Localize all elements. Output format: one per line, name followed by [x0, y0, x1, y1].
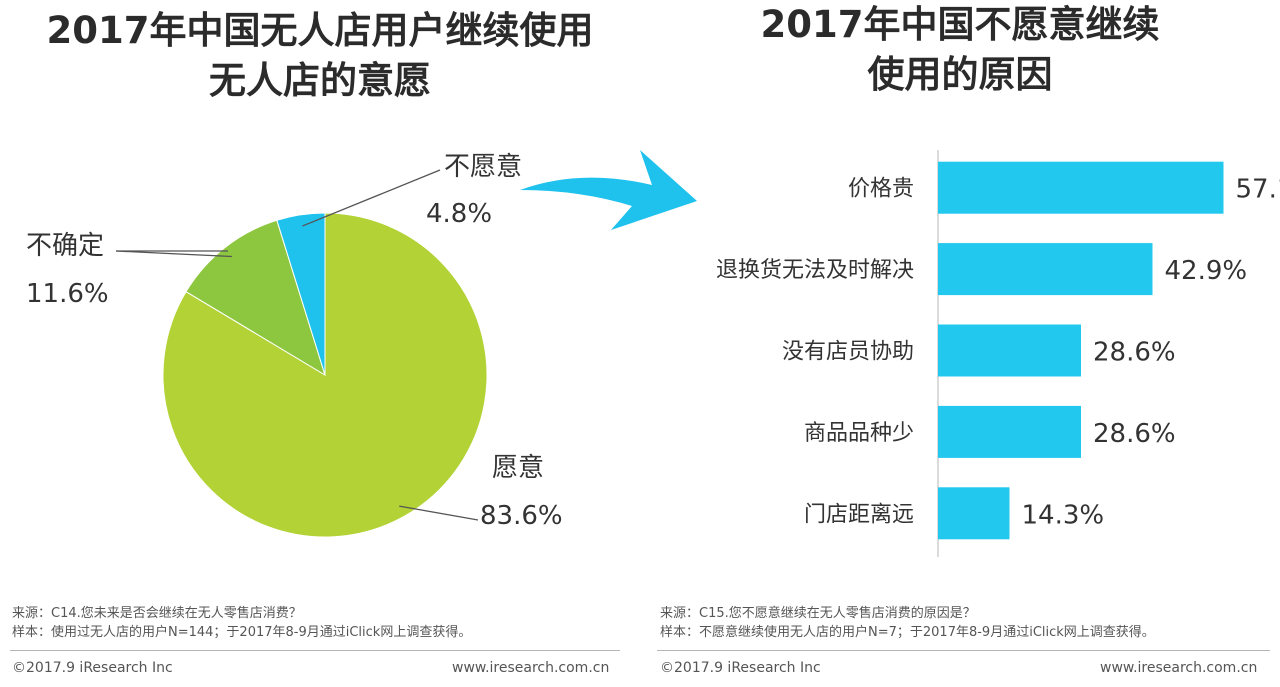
- bar-value-label: 14.3%: [1022, 500, 1105, 530]
- copyright-right: ©2017.9 iResearch Inc: [660, 660, 821, 676]
- bar-chart-title: 2017年中国不愿意继续 使用的原因: [640, 0, 1280, 100]
- pie-slice-label: 不愿意: [444, 152, 522, 182]
- bar-value-label: 42.9%: [1165, 256, 1248, 286]
- copyright-left: ©2017.9 iResearch Inc: [12, 660, 173, 676]
- bar-chart: 价格贵 57.1% 退换货无法及时解决 42.9% 没有店员协助 28.6% 商品品种少 28…: [716, 150, 1280, 557]
- category-label: 商品品种少: [804, 421, 914, 446]
- source-note-right: 来源：C15.您不愿意继续在无人零售店消费的原因是？: [660, 606, 976, 621]
- pie-chart: 愿意 83.6% 不确定 11.6% 不愿意 4.8%: [26, 152, 563, 538]
- bar: [938, 405, 1081, 458]
- pie-chart-title: 2017年中国无人店用户继续使用 无人店的意愿: [0, 6, 640, 106]
- bar-value-label: 28.6%: [1093, 338, 1176, 368]
- website-link-left[interactable]: www.iresearch.com.cn: [452, 660, 610, 676]
- bar-value-label: 57.1%: [1236, 175, 1280, 205]
- pie-title-line-1: 2017年中国无人店用户继续使用: [46, 9, 594, 52]
- pie-slice-value: 4.8%: [426, 199, 492, 229]
- pie-slice: [185, 219, 326, 377]
- footer-right: 来源：C15.您不愿意继续在无人零售店消费的原因是？ 样本：不愿意继续使用无人店…: [660, 604, 1155, 642]
- bar-title-line-1: 2017年中国不愿意继续: [760, 3, 1160, 46]
- pie-slice-value: 11.6%: [26, 279, 109, 309]
- pie-slice-value: 83.6%: [480, 501, 563, 531]
- bar: [938, 161, 1224, 214]
- bar: [938, 243, 1153, 296]
- website-link-right[interactable]: www.iresearch.com.cn: [1100, 660, 1258, 676]
- arrow-icon: [520, 150, 697, 230]
- leader-line: [115, 250, 232, 258]
- bar-value-label: 28.6%: [1093, 419, 1176, 449]
- pie-slice-label: 不确定: [26, 231, 104, 261]
- footer-left: 来源：C14.您未来是否会继续在无人零售店消费？ 样本：使用过无人店的用户N=1…: [12, 604, 471, 642]
- source-note-left: 来源：C14.您未来是否会继续在无人零售店消费？: [12, 606, 302, 621]
- bar: [938, 487, 1010, 540]
- sample-note-right: 样本：不愿意继续使用无人店的用户N=7；于2017年8-9月通过iClick网上…: [660, 625, 1155, 640]
- category-label: 退换货无法及时解决: [716, 258, 914, 283]
- leader-line: [399, 505, 479, 521]
- arrow-shape: [520, 150, 697, 230]
- bar-title-line-2: 使用的原因: [867, 53, 1053, 96]
- leader-line: [302, 169, 441, 227]
- pie-slice-label: 愿意: [492, 453, 544, 483]
- category-label: 价格贵: [848, 177, 914, 202]
- bar: [938, 324, 1081, 377]
- sample-note-left: 样本：使用过无人店的用户N=144；于2017年8-9月通过iClick网上调查…: [12, 625, 472, 640]
- pie-slice: [276, 212, 326, 376]
- category-label: 没有店员协助: [782, 340, 914, 365]
- divider-left: [10, 650, 620, 651]
- pie-title-line-2: 无人店的意愿: [209, 59, 431, 102]
- category-label: 门店距离远: [804, 502, 914, 527]
- divider-right: [657, 650, 1270, 651]
